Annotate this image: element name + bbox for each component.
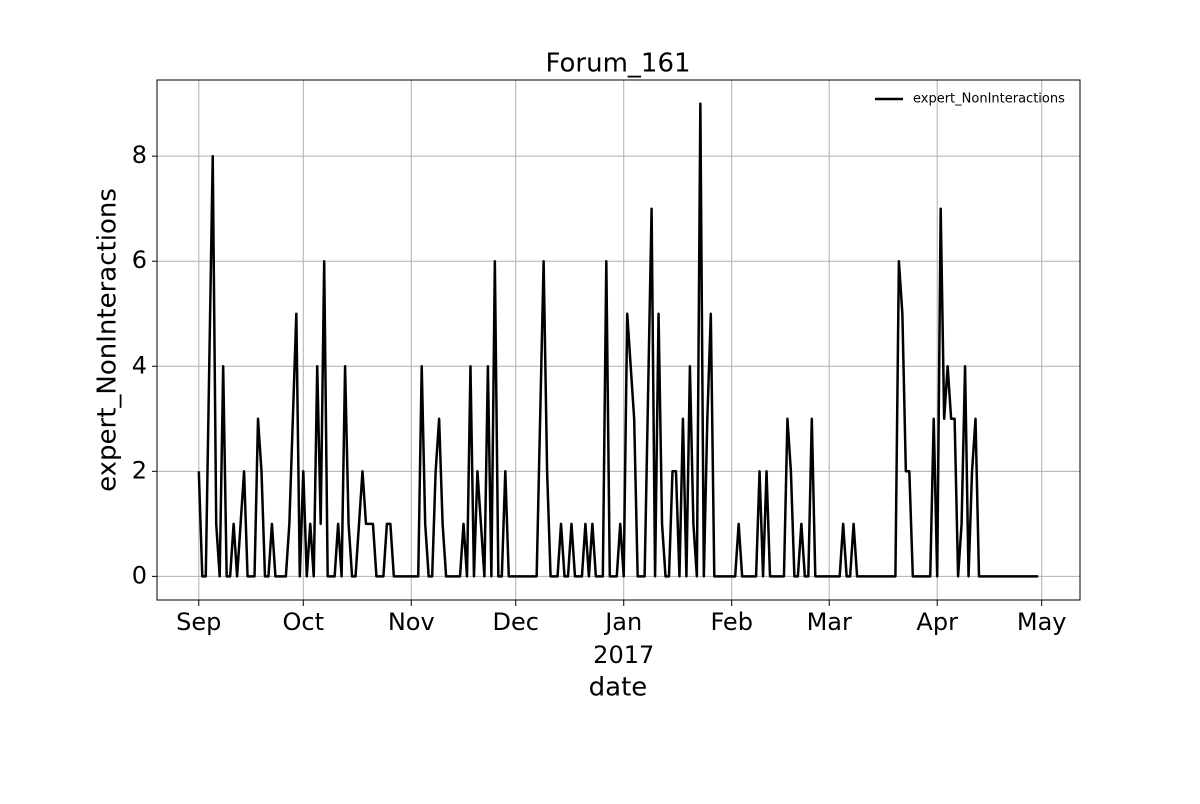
x-tick-label: Feb xyxy=(710,608,753,636)
data-line xyxy=(197,102,1039,578)
y-tick-label: 6 xyxy=(132,246,147,274)
x-tick-label: Jan 2017 xyxy=(593,608,654,669)
x-tick-label: Oct xyxy=(283,608,325,636)
x-tick-label: May xyxy=(1017,608,1067,636)
x-tick-label: Apr xyxy=(916,608,958,636)
y-tick-label: 2 xyxy=(132,456,147,484)
x-tick-label: Dec xyxy=(493,608,539,636)
y-tick-label: 8 xyxy=(132,141,147,169)
plot-frame xyxy=(156,79,1081,601)
y-axis-label: expert_NonInteractions xyxy=(93,188,123,492)
legend-label: expert_NonInteractions xyxy=(913,92,1065,107)
y-tick-label: 0 xyxy=(132,561,147,589)
x-tick-label: Sep xyxy=(176,608,221,636)
x-tick-label: Nov xyxy=(388,608,435,636)
chart-title: Forum_161 xyxy=(545,49,690,79)
x-axis-label: date xyxy=(589,673,648,703)
x-tick-label: Mar xyxy=(807,608,852,636)
y-tick-label: 4 xyxy=(132,351,147,379)
